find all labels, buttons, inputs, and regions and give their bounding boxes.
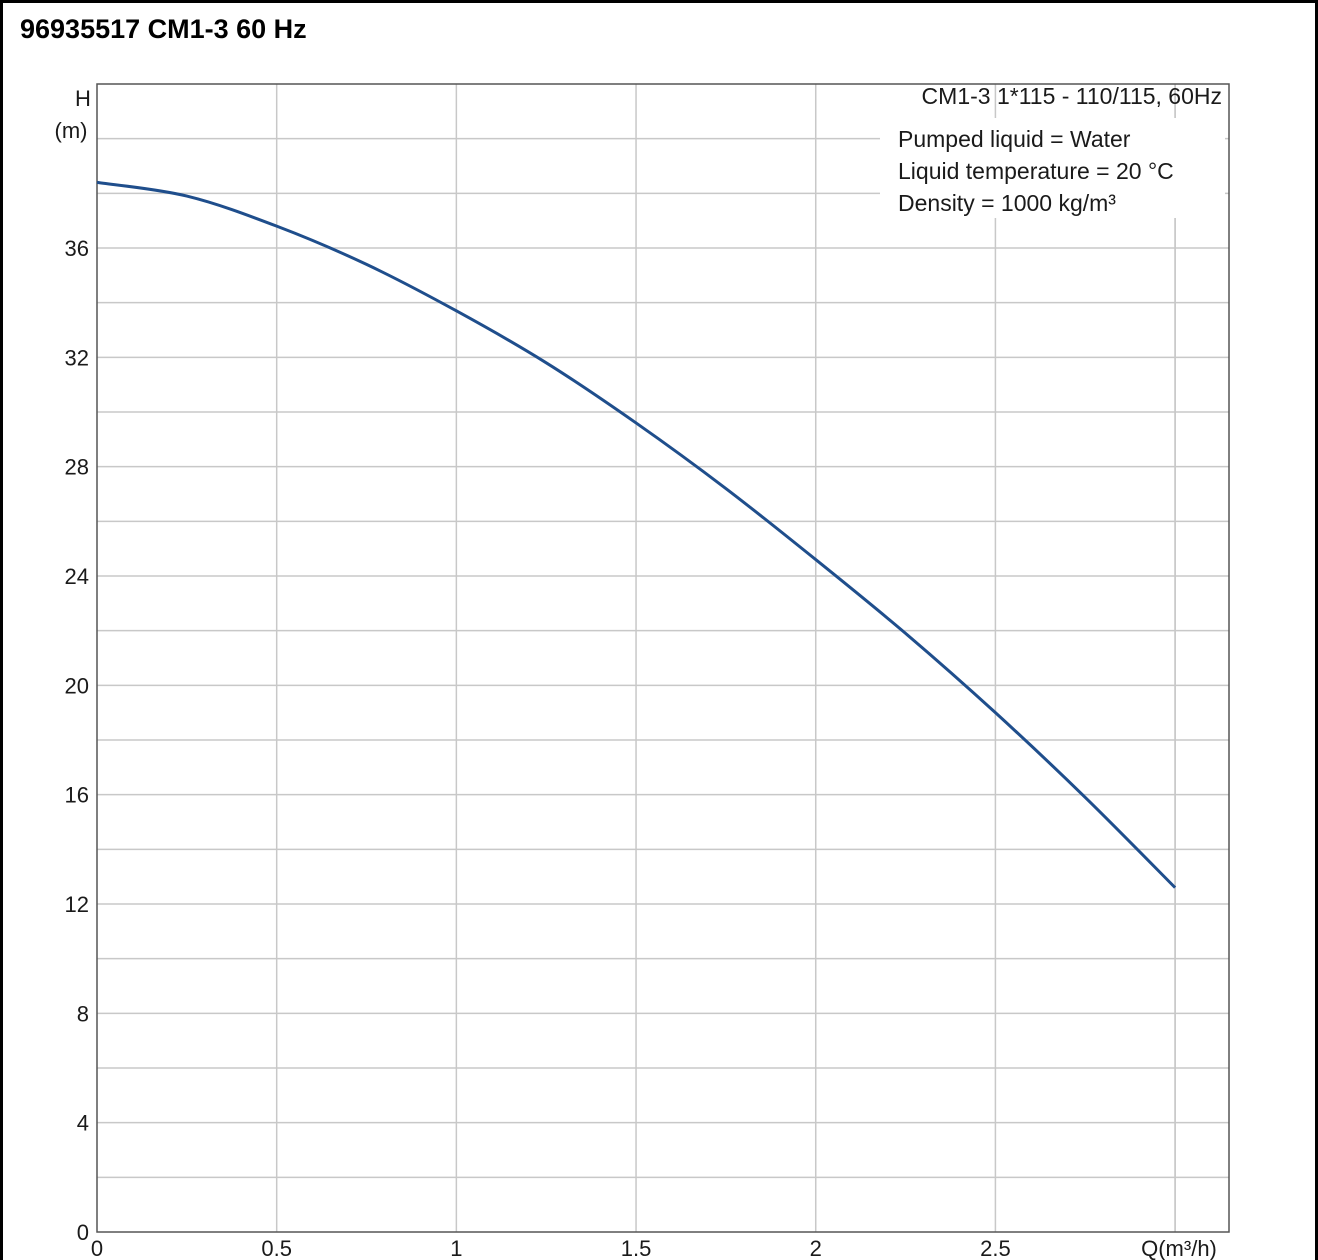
- x-tick-label: 2.5: [980, 1236, 1011, 1260]
- x-tick-label: 1.5: [621, 1236, 652, 1260]
- y-axis-unit: (m): [55, 118, 88, 143]
- x-tick-label: 0: [91, 1236, 103, 1260]
- x-tick-label: 2: [810, 1236, 822, 1260]
- page-title: 96935517 CM1-3 60 Hz: [20, 14, 307, 44]
- y-tick-label: 8: [77, 1001, 89, 1026]
- y-tick-label: 36: [65, 236, 89, 261]
- x-tick-label: 1: [450, 1236, 462, 1260]
- y-tick-label: 0: [77, 1220, 89, 1245]
- plot-border: [96, 83, 1230, 1233]
- y-tick-label: 28: [65, 455, 89, 480]
- y-tick-label: 20: [65, 673, 89, 698]
- y-tick-label: 4: [77, 1111, 89, 1136]
- note-density: Density = 1000 kg/m³: [898, 190, 1116, 216]
- x-axis-label: Q(m³/h): [1141, 1236, 1217, 1260]
- y-tick-label: 12: [65, 892, 89, 917]
- y-axis-label: H: [75, 86, 91, 111]
- tick-labels: 0 0.5 1 1.5 2 2.5 0 4 8 12 16 20 24 28 32 36: [65, 236, 1011, 1260]
- note-liquid-temperature: Liquid temperature = 20 °C: [898, 158, 1174, 184]
- grid-lines: [97, 84, 1229, 1232]
- series-line: [96, 180, 1177, 889]
- notes-background: [880, 118, 1225, 218]
- y-tick-label: 16: [65, 783, 89, 808]
- x-tick-label: 0.5: [261, 1236, 292, 1260]
- y-tick-label: 24: [65, 564, 89, 589]
- model-label: CM1-3 1*115 - 110/115, 60Hz: [922, 83, 1222, 109]
- y-tick-label: 32: [65, 345, 89, 370]
- note-pumped-liquid: Pumped liquid = Water: [898, 126, 1131, 152]
